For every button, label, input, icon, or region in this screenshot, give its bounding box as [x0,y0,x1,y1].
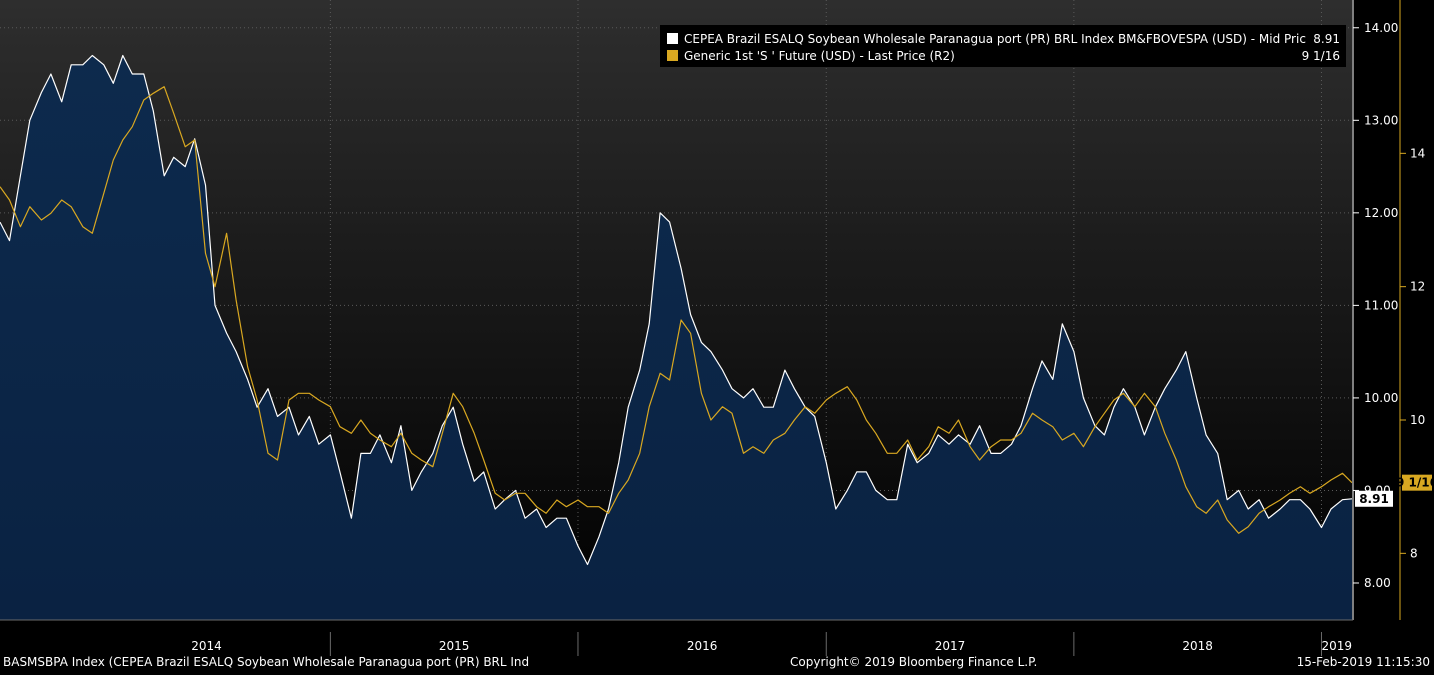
legend-box [660,25,1346,67]
series-1-line [0,54,1352,566]
x-tick-label-2014: 2014 [191,639,222,653]
legend-swatch-series2 [667,50,678,61]
footer-center: Copyright© 2019 Bloomberg Finance L.P. [790,655,1037,669]
legend: CEPEA Brazil ESALQ Soybean Wholesale Par… [660,25,1346,67]
legend-swatch-series1 [667,33,678,44]
legend-value-series2: 9 1/16 [1302,49,1340,63]
x-tick-label-2016: 2016 [687,639,718,653]
y-tick-label-r2-0: 8 [1410,546,1418,560]
legend-label-series2: Generic 1st 'S ' Future (USD) - Last Pri… [684,49,955,63]
y-tick-label-r1-3: 11.00 [1364,298,1398,312]
last-value-box-series1 [1355,490,1393,507]
series-1-area [0,55,1352,620]
last-value-box-series2 [1402,474,1432,491]
legend-label-series1: CEPEA Brazil ESALQ Soybean Wholesale Par… [684,32,1306,46]
last-value-text-series1: 8.91 [1359,492,1389,506]
y-tick-label-r1-2: 10.00 [1364,391,1398,405]
y-tick-label-r1-5: 13.00 [1364,113,1398,127]
x-axis-ticks: 2014 2015 2016 2017 2018 2019 [191,632,1352,656]
footer: BASMSBPA Index (CEPEA Brazil ESALQ Soybe… [3,655,1430,669]
y-tick-label-r1-0: 8.00 [1364,576,1391,590]
y-tick-label-r2-3: 14 [1410,146,1425,160]
x-tick-label-2019: 2019 [1321,639,1352,653]
y-axis-r2-ticks: 8 10 12 14 [1400,146,1425,560]
legend-value-series1: 8.91 [1313,32,1340,46]
footer-left: BASMSBPA Index (CEPEA Brazil ESALQ Soybe… [3,655,529,669]
last-value-text-series2: 9 1/16 [1396,476,1434,490]
y-tick-label-r2-2: 12 [1410,280,1425,294]
y-tick-label-r2-1: 10 [1410,413,1425,427]
last-value-labels: 8.91 9 1/16 [1355,474,1434,507]
x-tick-label-2015: 2015 [439,639,470,653]
y-tick-label-r1-4: 12.00 [1364,206,1398,220]
x-tick-label-2018: 2018 [1182,639,1213,653]
series-area-layer [0,55,1352,620]
series-line-layer [0,54,1352,566]
footer-right: 15-Feb-2019 11:15:30 [1297,655,1430,669]
x-tick-label-2017: 2017 [935,639,966,653]
series-2-line [0,86,1352,534]
y-tick-label-r1-6: 14.00 [1364,21,1398,35]
